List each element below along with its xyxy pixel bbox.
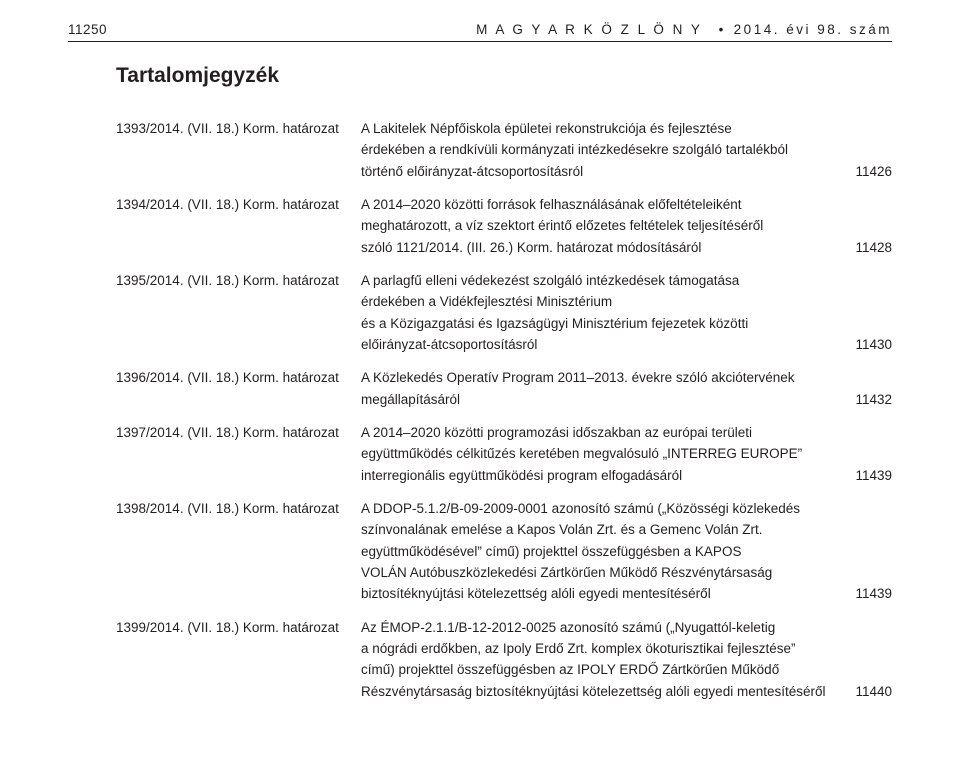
publication-label: M A G Y A R K Ö Z L Ö N Y — [476, 22, 702, 37]
toc-entry: 1397/2014. (VII. 18.) Korm. határozat A … — [116, 422, 892, 486]
desc-line: Az ÉMOP-2.1.1/B-12-2012-0025 azonosító s… — [361, 617, 834, 638]
document-page: 11250 M A G Y A R K Ö Z L Ö N Y • 2014. … — [0, 0, 960, 770]
desc-line: VOLÁN Autóbuszközlekedési Zártkörűen Műk… — [361, 562, 834, 583]
entry-description: A Lakitelek Népfőiskola épületei rekonst… — [361, 118, 834, 182]
desc-line: történő előirányzat-átcsoportosításról — [361, 161, 834, 182]
desc-line: A DDOP-5.1.2/B-09-2009-0001 azonosító sz… — [361, 498, 834, 519]
entry-description: A DDOP-5.1.2/B-09-2009-0001 azonosító sz… — [361, 498, 834, 605]
entry-reference: 1399/2014. (VII. 18.) Korm. határozat — [116, 617, 351, 702]
running-header: 11250 M A G Y A R K Ö Z L Ö N Y • 2014. … — [68, 22, 892, 42]
desc-line: színvonalának emelése a Kapos Volán Zrt.… — [361, 519, 834, 540]
desc-line: előirányzat-átcsoportosításról — [361, 334, 834, 355]
toc-entry: 1393/2014. (VII. 18.) Korm. határozat A … — [116, 118, 892, 182]
entry-description: A 2014–2020 közötti programozási időszak… — [361, 422, 834, 486]
desc-line: A Lakitelek Népfőiskola épületei rekonst… — [361, 118, 834, 139]
desc-line: érdekében a rendkívüli kormányzati intéz… — [361, 139, 834, 160]
toc-entry: 1394/2014. (VII. 18.) Korm. határozat A … — [116, 194, 892, 258]
desc-line: a nógrádi erdőkben, az Ipoly Erdő Zrt. k… — [361, 638, 834, 659]
desc-line: együttműködés célkitűzés keretében megva… — [361, 443, 834, 464]
entry-description: A 2014–2020 közötti források felhasználá… — [361, 194, 834, 258]
entry-page: 11426 — [844, 161, 892, 182]
desc-line: biztosítéknyújtási kötelezettség alóli e… — [361, 583, 834, 604]
entry-reference: 1396/2014. (VII. 18.) Korm. határozat — [116, 367, 351, 410]
entry-description: Az ÉMOP-2.1.1/B-12-2012-0025 azonosító s… — [361, 617, 834, 702]
entry-reference: 1395/2014. (VII. 18.) Korm. határozat — [116, 270, 351, 355]
toc-entry: 1395/2014. (VII. 18.) Korm. határozat A … — [116, 270, 892, 355]
toc-title: Tartalomjegyzék — [116, 64, 892, 88]
page-number: 11250 — [68, 22, 107, 37]
entry-reference: 1397/2014. (VII. 18.) Korm. határozat — [116, 422, 351, 486]
entry-page: 11439 — [844, 583, 892, 604]
desc-line: érdekében a Vidékfejlesztési Minisztériu… — [361, 291, 834, 312]
separator-dot: • — [719, 22, 724, 37]
publication-info: M A G Y A R K Ö Z L Ö N Y • 2014. évi 98… — [476, 22, 892, 37]
desc-line: együttműködésével” című) projekttel össz… — [361, 541, 834, 562]
entry-page: 11440 — [844, 681, 892, 702]
entry-page: 11430 — [844, 334, 892, 355]
desc-line: című) projekttel összefüggésben az IPOLY… — [361, 659, 834, 680]
entry-reference: 1394/2014. (VII. 18.) Korm. határozat — [116, 194, 351, 258]
entry-description: A parlagfű elleni védekezést szolgáló in… — [361, 270, 834, 355]
desc-line: A 2014–2020 közötti programozási időszak… — [361, 422, 834, 443]
issue-number: 2014. évi 98. szám — [734, 22, 892, 37]
toc-entry: 1396/2014. (VII. 18.) Korm. határozat A … — [116, 367, 892, 410]
entry-page: 11432 — [844, 389, 892, 410]
desc-line: és a Közigazgatási és Igazságügyi Minisz… — [361, 313, 834, 334]
entry-description: A Közlekedés Operatív Program 2011–2013.… — [361, 367, 834, 410]
toc-entry: 1399/2014. (VII. 18.) Korm. határozat Az… — [116, 617, 892, 702]
entry-page: 11428 — [844, 237, 892, 258]
entry-page: 11439 — [844, 465, 892, 486]
desc-line: interregionális együttműködési program e… — [361, 465, 834, 486]
desc-line: Részvénytársaság biztosítéknyújtási köte… — [361, 681, 834, 702]
entry-reference: 1398/2014. (VII. 18.) Korm. határozat — [116, 498, 351, 605]
desc-line: meghatározott, a víz szektort érintő elő… — [361, 215, 834, 236]
desc-line: A parlagfű elleni védekezést szolgáló in… — [361, 270, 834, 291]
desc-line: megállapításáról — [361, 389, 834, 410]
entry-reference: 1393/2014. (VII. 18.) Korm. határozat — [116, 118, 351, 182]
desc-line: A Közlekedés Operatív Program 2011–2013.… — [361, 367, 834, 388]
toc-list: 1393/2014. (VII. 18.) Korm. határozat A … — [116, 118, 892, 702]
toc-entry: 1398/2014. (VII. 18.) Korm. határozat A … — [116, 498, 892, 605]
desc-line: szóló 1121/2014. (III. 26.) Korm. határo… — [361, 237, 834, 258]
desc-line: A 2014–2020 közötti források felhasználá… — [361, 194, 834, 215]
